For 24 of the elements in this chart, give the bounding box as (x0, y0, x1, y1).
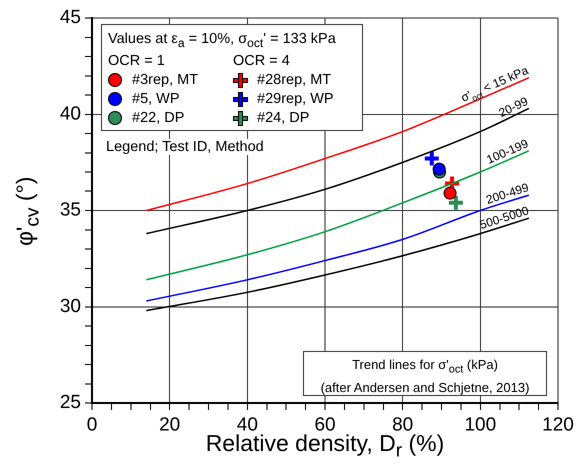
x-tick-label: 0 (86, 414, 98, 436)
text: 20-99 (496, 94, 531, 120)
y-tick-label: 30 (60, 296, 81, 317)
y-tick-label: 45 (60, 7, 81, 28)
x-tick-label: 120 (542, 414, 574, 436)
legend-label: #29rep, WP (257, 90, 334, 106)
annotation: OCR = 1 (108, 52, 165, 68)
x-tick-label: 100 (464, 414, 496, 436)
annotation: Legend; Test ID, Method (104, 139, 266, 155)
legend-label: #24, DP (257, 110, 310, 126)
y-tick-label: 35 (60, 200, 81, 221)
point (446, 194, 465, 212)
annotation: OCR = 4 (233, 52, 290, 68)
x-tick-label: 20 (159, 414, 180, 436)
legend-label: #22, DP (132, 110, 184, 126)
point (432, 162, 446, 176)
legend-title: Values at ε$_{a}$ = 10%, σ$_{oct}$' = 133 kPa (108, 30, 336, 50)
y-tick-label: 25 (60, 392, 81, 414)
y-tick-label: 40 (60, 103, 81, 124)
point (444, 186, 457, 200)
annotation: Trend lines for σ'$_{oct}$ (kPa) (after Andersen and Schjetne, 2013) (303, 351, 547, 396)
legend-label: #3rep, MT (132, 72, 198, 88)
legend-label: #28rep, MT (257, 72, 332, 88)
legend-label: #5, WP (132, 90, 180, 106)
